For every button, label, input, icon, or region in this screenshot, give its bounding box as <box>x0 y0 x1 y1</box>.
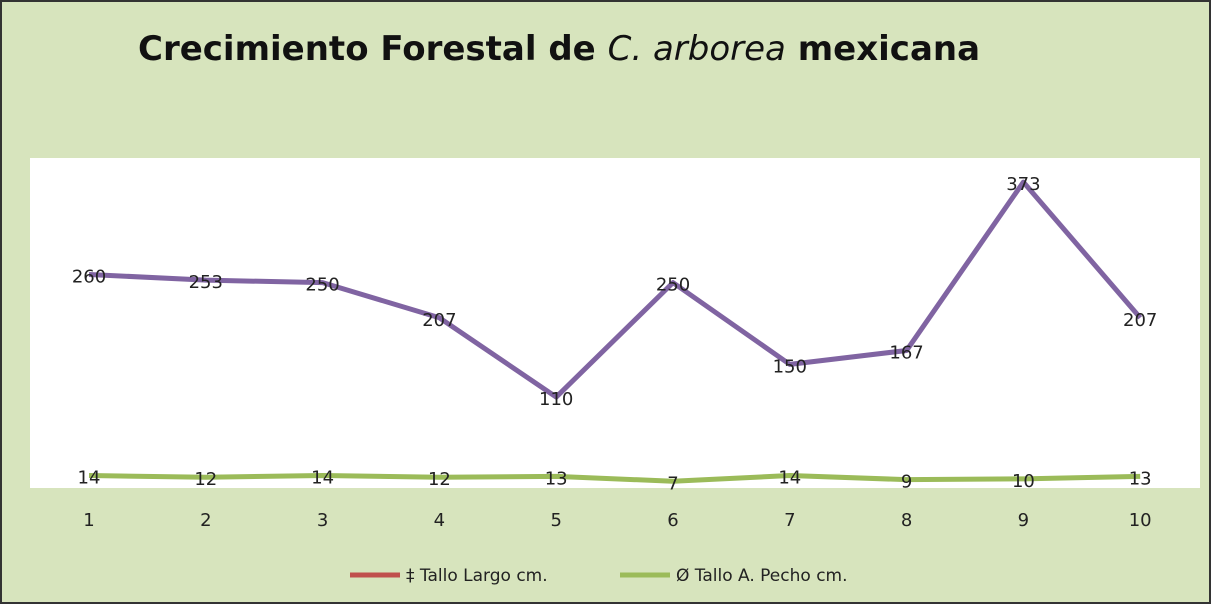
data-label: 250 <box>305 275 339 296</box>
data-label: 14 <box>311 468 334 489</box>
data-label: 207 <box>422 310 456 331</box>
x-tick-label: 6 <box>667 510 678 531</box>
data-label: 250 <box>656 275 690 296</box>
title-part: C. arborea <box>608 29 786 69</box>
data-label: 373 <box>1006 174 1040 195</box>
x-tick-label: 4 <box>434 510 445 531</box>
legend-label: ‡ Tallo Largo cm. <box>406 566 548 586</box>
data-label: 12 <box>428 469 451 490</box>
chart-title: Crecimiento Forestal de C. arborea mexic… <box>138 29 980 69</box>
series-line <box>88 179 1143 400</box>
x-tick-label: 7 <box>784 510 795 531</box>
data-label: 13 <box>545 468 568 489</box>
data-label: 14 <box>78 468 101 489</box>
x-tick-label: 8 <box>901 510 912 531</box>
x-tick-label: 10 <box>1129 510 1152 531</box>
x-tick-label: 5 <box>550 510 561 531</box>
title-part: mexicana <box>798 29 980 69</box>
legend-label: Ø Tallo A. Pecho cm. <box>676 566 848 586</box>
data-label: 7 <box>667 473 678 494</box>
plot-area <box>30 158 1200 488</box>
data-label: 14 <box>778 468 801 489</box>
x-tick-label: 2 <box>200 510 211 531</box>
data-label: 10 <box>1012 471 1035 492</box>
data-label: 260 <box>72 266 106 287</box>
data-label: 9 <box>901 472 912 493</box>
title-part: Crecimiento Forestal de <box>138 29 596 69</box>
x-tick-label: 1 <box>83 510 94 531</box>
x-tick-label: 9 <box>1018 510 1029 531</box>
data-label: 12 <box>194 469 217 490</box>
data-label: 150 <box>773 356 807 377</box>
data-label: 253 <box>189 272 223 293</box>
data-label: 110 <box>539 389 573 410</box>
data-label: 207 <box>1123 310 1157 331</box>
data-label: 167 <box>889 342 923 363</box>
series-line <box>88 473 1141 484</box>
x-tick-label: 3 <box>317 510 328 531</box>
data-label: 13 <box>1129 468 1152 489</box>
